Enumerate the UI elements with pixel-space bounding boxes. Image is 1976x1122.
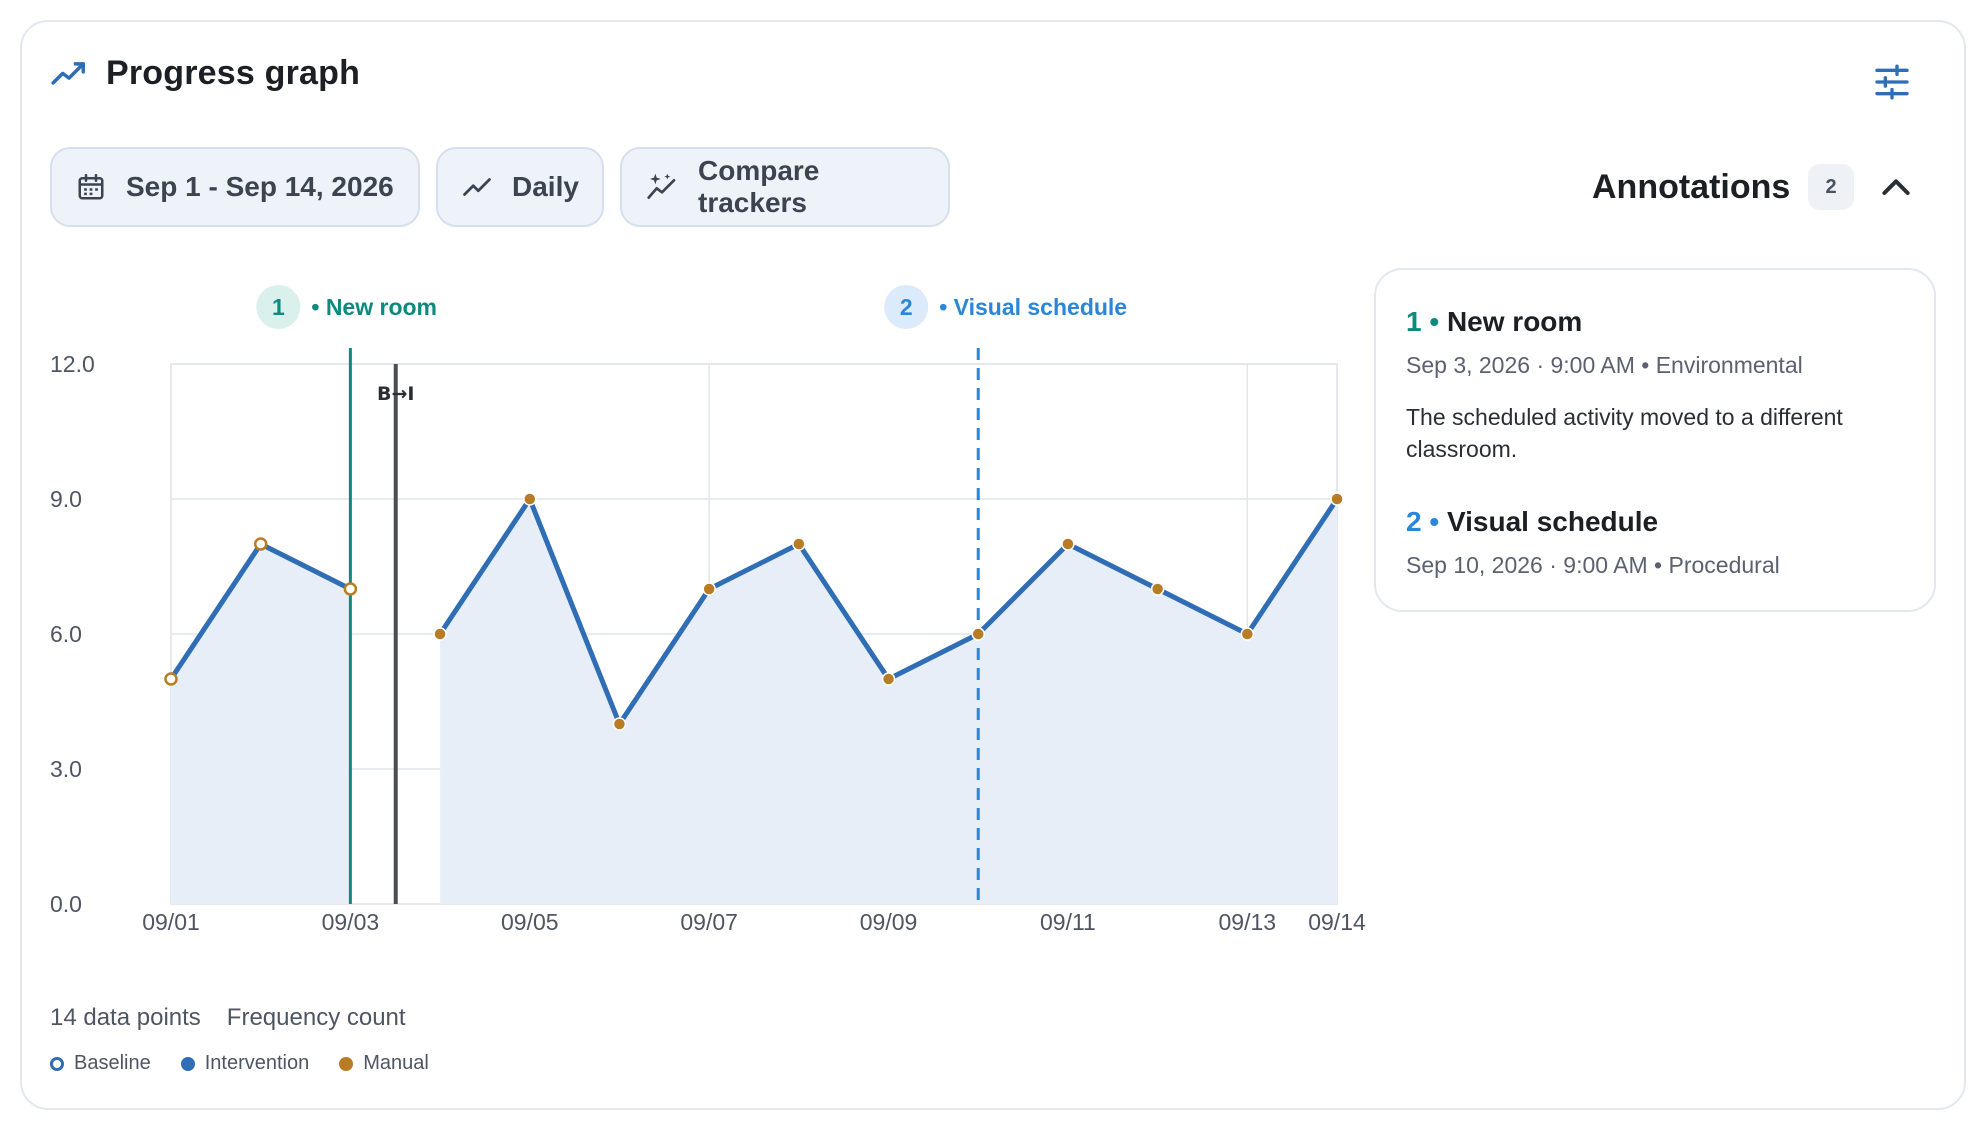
data-point-baseline (164, 672, 178, 686)
y-tick-label: 12.0 (50, 351, 95, 377)
legend-marker-manual (339, 1056, 354, 1071)
annotations-count-badge: 2 (1808, 164, 1854, 210)
phase-change-label: B→I (377, 383, 414, 405)
date-range-label: Sep 1 - Sep 14, 2026 (126, 171, 394, 202)
x-tick-label: 09/11 (1040, 909, 1096, 935)
data-point-intervention (971, 627, 985, 641)
data-point-intervention (433, 627, 447, 641)
compare-trackers-button[interactable]: Compare trackers (620, 147, 950, 227)
trending-up-icon (51, 62, 85, 85)
page-title: Progress graph (106, 54, 361, 92)
annotation-item[interactable]: 1 • New room Sep 3, 2026 · 9:00 AM • Env… (1406, 306, 1916, 465)
x-tick-label: 09/13 (1219, 909, 1277, 935)
chevron-up-icon[interactable] (1876, 168, 1916, 208)
data-point-intervention (702, 582, 716, 596)
annotation-heading: 1 • New room (1406, 306, 1583, 337)
legend-label: Baseline (74, 1052, 151, 1074)
interval-button[interactable]: Daily (436, 147, 604, 227)
x-tick-label: 09/03 (322, 909, 380, 935)
annotation-item[interactable]: 2 • Visual schedule Sep 10, 2026 · 9:00 … (1406, 506, 1780, 579)
annotation-description: The scheduled activity moved to a differ… (1406, 404, 1843, 462)
data-point-intervention (523, 492, 537, 506)
annotation-title: New room (1446, 306, 1583, 337)
legend-item-manual: Manual (339, 1052, 429, 1075)
annotation-number: 1 (1406, 306, 1422, 337)
annotation-marker-badge (884, 285, 929, 329)
compare-trackers-label: Compare trackers (698, 155, 820, 218)
data-point-intervention (792, 537, 806, 551)
x-tick-label: 09/07 (680, 909, 738, 935)
data-point-intervention (1240, 627, 1255, 641)
legend-marker-baseline (50, 1056, 64, 1071)
data-point-baseline (253, 537, 268, 551)
x-tick-label: 09/14 (1308, 909, 1366, 935)
interval-label: Daily (512, 171, 579, 202)
legend-item-intervention: Intervention (180, 1052, 310, 1075)
y-tick-label: 9.0 (50, 486, 82, 512)
data-point-intervention (1150, 582, 1165, 596)
x-tick-label: 09/01 (142, 909, 200, 935)
line-chart-icon (463, 178, 491, 196)
annotations-panel: 1 • New room Sep 3, 2026 · 9:00 AM • Env… (1374, 268, 1936, 612)
data-point-intervention (1061, 537, 1075, 551)
data-point-baseline (343, 582, 358, 596)
annotation-marker-number: 2 (900, 294, 913, 320)
annotation-number: 2 (1406, 506, 1422, 537)
y-tick-label: 0.0 (50, 891, 82, 917)
calendar-icon (78, 173, 104, 200)
annotations-heading: Annotations (1592, 168, 1791, 206)
annotation-marker-number: 1 (272, 294, 285, 320)
annotation-marker-label: • New room (311, 294, 437, 320)
data-point-intervention (612, 717, 627, 731)
sparkle-chart-icon (647, 173, 676, 199)
series-area-baseline (171, 544, 351, 904)
annotation-heading: 2 • Visual schedule (1406, 506, 1659, 537)
chart-legend: Baseline Intervention Manual (50, 1052, 429, 1075)
annotation-marker-label: • Visual schedule (939, 294, 1127, 320)
y-tick-label: 3.0 (50, 756, 82, 782)
data-points-count: 14 data points (50, 1004, 201, 1031)
x-tick-label: 09/09 (860, 909, 918, 935)
date-range-button[interactable]: Sep 1 - Sep 14, 2026 (50, 147, 420, 227)
annotation-marker-badge (256, 285, 301, 329)
y-tick-label: 6.0 (50, 621, 82, 647)
legend-label: Intervention (204, 1052, 310, 1074)
data-point-intervention (1330, 492, 1344, 506)
legend-marker-intervention (180, 1056, 195, 1071)
series-area-intervention (440, 499, 1338, 904)
annotation-title: Visual schedule (1446, 506, 1659, 537)
annotation-meta: Sep 3, 2026 · 9:00 AM • Environmental (1406, 352, 1803, 378)
chart-footer: 14 data points Frequency count (50, 1004, 406, 1032)
tune-icon[interactable] (1872, 62, 1912, 102)
legend-item-baseline: Baseline (50, 1052, 151, 1075)
annotation-meta: Sep 10, 2026 · 9:00 AM • Procedural (1406, 552, 1780, 578)
x-tick-label: 09/05 (501, 909, 559, 935)
data-point-intervention (881, 672, 896, 686)
metric-label: Frequency count (226, 1004, 406, 1031)
legend-label: Manual (363, 1052, 429, 1074)
